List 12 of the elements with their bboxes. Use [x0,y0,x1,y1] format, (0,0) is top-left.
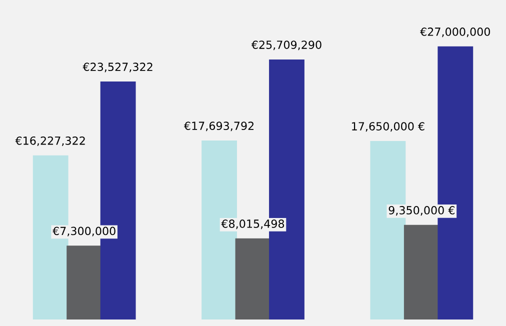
data-label: €23,527,322 [82,62,152,72]
bar [404,224,440,320]
bar [235,238,271,320]
bar [66,246,102,320]
data-label: €16,227,322 [15,136,85,146]
data-label: €7,300,000 [52,226,116,236]
data-label: 17,650,000 € [352,122,424,132]
data-label: €25,709,290 [251,40,322,50]
data-label: 9,350,000 € [388,206,455,216]
data-label: €8,015,498 [221,220,284,230]
data-label: €27,000,000 [420,28,490,38]
data-label: €17,693,792 [184,122,254,132]
